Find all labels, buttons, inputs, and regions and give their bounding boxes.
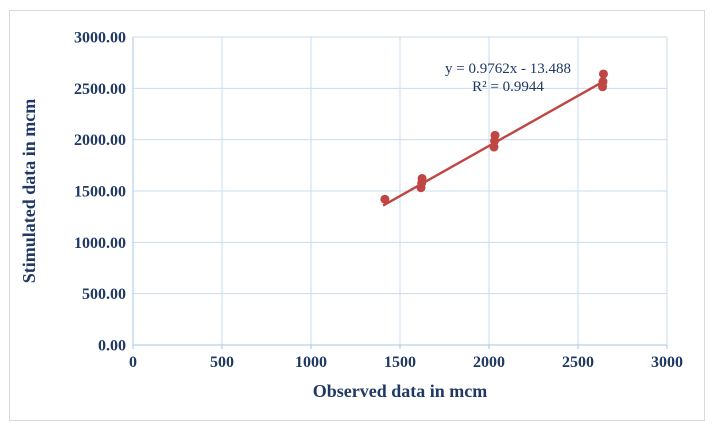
data-point — [598, 77, 608, 87]
x-tick-label: 3000 — [651, 354, 683, 371]
y-tick-label: 3000.00 — [74, 30, 126, 47]
data-point — [380, 194, 390, 204]
y-axis-title: Stimulated data in mcm — [19, 98, 39, 284]
x-tick-label: 2500 — [562, 354, 594, 371]
y-tick-label: 500.00 — [82, 286, 126, 303]
trendline-annotation: y = 0.9762x - 13.488 R² = 0.9944 — [398, 60, 618, 96]
x-axis-title: Observed data in mcm — [312, 381, 488, 401]
data-point — [417, 173, 427, 183]
axes — [132, 37, 668, 349]
y-tick-label: 2500.00 — [74, 81, 126, 98]
x-tick-label: 500 — [210, 354, 234, 371]
data-point — [598, 69, 608, 79]
y-tick-label: 0.00 — [98, 338, 126, 355]
y-tick-labels: 0.00 500.00 1000.00 1500.00 2000.00 2500.00 30… — [74, 30, 126, 355]
trendline-r-squared: R² = 0.9944 — [472, 79, 544, 95]
data-points — [380, 69, 608, 204]
y-tick-label: 2000.00 — [74, 132, 126, 149]
chart-frame — [9, 10, 705, 421]
x-tick-labels: 0 500 1000 1500 2000 2500 3000 — [129, 354, 683, 371]
trendline-equation: y = 0.9762x - 13.488 — [445, 61, 571, 77]
x-tick-label: 2000 — [473, 354, 505, 371]
x-tick-label: 1500 — [384, 354, 416, 371]
x-tick-label: 0 — [129, 354, 137, 371]
x-tick-label: 1000 — [295, 354, 327, 371]
y-tick-label: 1500.00 — [74, 184, 126, 201]
data-point — [490, 130, 500, 140]
y-tick-label: 1000.00 — [74, 235, 126, 252]
